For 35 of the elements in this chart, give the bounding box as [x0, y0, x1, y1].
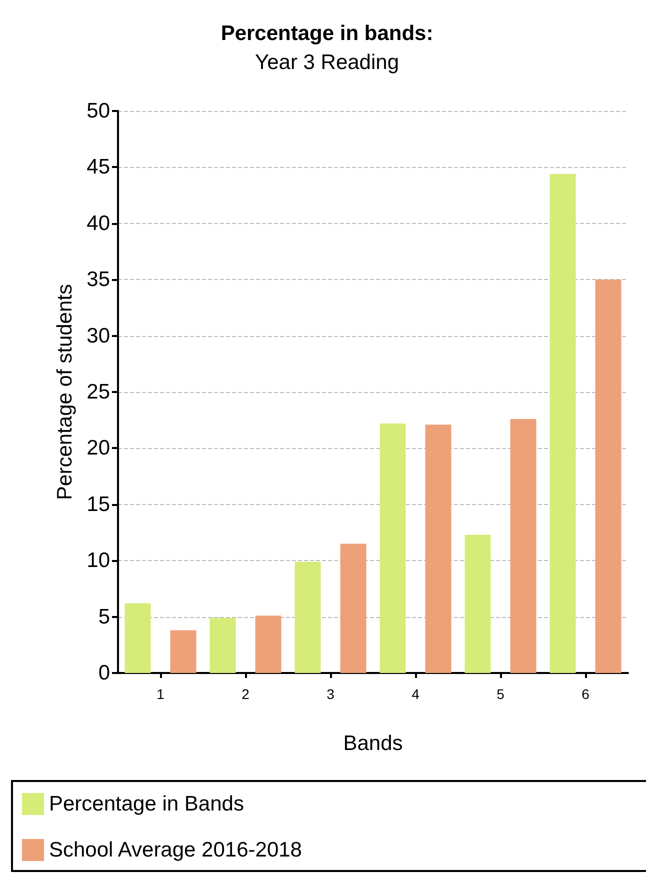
- y-tick-label: 20: [86, 436, 110, 460]
- y-tick-label: 35: [86, 268, 110, 292]
- bar: [124, 603, 151, 673]
- x-tick-label: 6: [582, 686, 590, 702]
- bar: [294, 562, 321, 673]
- y-tick-label: 25: [86, 380, 110, 404]
- legend-label: Percentage in Bands: [49, 792, 244, 816]
- y-axis-title: Percentage of students: [54, 284, 77, 500]
- bar: [170, 630, 196, 673]
- bar: [550, 174, 576, 673]
- bar: [425, 424, 452, 673]
- y-tick-label: 40: [86, 212, 110, 235]
- bar: [340, 544, 366, 673]
- x-tick-label: 5: [496, 686, 505, 702]
- bar: [255, 616, 282, 673]
- bar: [595, 280, 622, 673]
- x-tick-label: 1: [156, 686, 165, 702]
- x-axis-title: Bands: [343, 732, 403, 755]
- y-tick-label: 45: [86, 156, 110, 179]
- bar: [464, 534, 491, 673]
- x-tick-label: 2: [242, 686, 250, 702]
- y-tick-label: 10: [86, 549, 110, 572]
- bar: [510, 418, 536, 673]
- y-tick-label: 5: [98, 605, 110, 628]
- x-tick-label: 3: [326, 686, 335, 702]
- bar: [380, 423, 406, 673]
- x-tick-label: 4: [412, 686, 420, 702]
- legend-label: School Average 2016-2018: [49, 838, 302, 862]
- y-tick-label: 30: [86, 324, 110, 348]
- chart-title: Percentage in bands:: [220, 22, 434, 45]
- y-tick-label: 50: [86, 100, 110, 122]
- y-tick-label: 0: [98, 662, 110, 684]
- bar: [210, 618, 236, 673]
- y-tick-label: 15: [86, 492, 110, 516]
- chart-subtitle: Year 3 Reading: [254, 51, 400, 74]
